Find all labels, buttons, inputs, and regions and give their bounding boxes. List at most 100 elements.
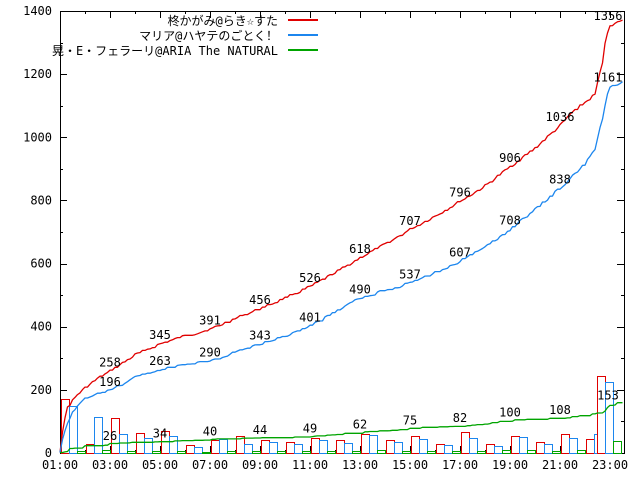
red-bar [186, 445, 195, 454]
green-bar [252, 451, 261, 454]
data-label: 26 [103, 429, 117, 443]
green-bar [427, 451, 436, 454]
green-bar [202, 452, 211, 454]
legend-row: 晃・E・フェラーリ@ARIA The NATURAL [0, 43, 318, 58]
green-bar [352, 451, 361, 454]
x-axis-label: 17:00 [442, 458, 478, 472]
x-axis-label: 07:00 [192, 458, 228, 472]
data-label: 456 [249, 293, 271, 307]
y-axis-label: 1200 [23, 67, 52, 81]
red-bar [311, 438, 320, 454]
green-bar [277, 451, 286, 454]
green-bar [227, 451, 236, 454]
data-label: 62 [353, 417, 367, 431]
data-label: 607 [449, 245, 471, 259]
green-bar [302, 451, 311, 454]
blue-bar [369, 435, 378, 454]
y-axis-label: 1000 [23, 130, 52, 144]
data-label: 49 [303, 422, 317, 436]
green-bar [527, 450, 536, 454]
data-label: 100 [499, 405, 521, 419]
x-axis-label: 03:00 [92, 458, 128, 472]
blue-bar [519, 437, 528, 454]
red-bar [211, 440, 220, 454]
red-bar [411, 436, 420, 454]
y-axis-label: 400 [30, 320, 52, 334]
legend-label: 晃・E・フェラーリ@ARIA The NATURAL [51, 43, 278, 58]
series-line [59, 19, 623, 453]
red-bar [536, 442, 545, 454]
data-label: 838 [549, 172, 571, 186]
blue-bar [194, 447, 203, 454]
red-bar [561, 434, 570, 454]
green-bar [577, 450, 586, 454]
blue-bar [544, 444, 553, 454]
data-label: 490 [349, 282, 371, 296]
legend-label: マリア@ハヤテのごとく！ [139, 28, 278, 43]
green-bar [402, 451, 411, 454]
data-label: 906 [499, 151, 521, 165]
blue-bar [605, 382, 614, 454]
green-bar [77, 451, 86, 454]
blue-bar [469, 438, 478, 454]
data-label: 258 [99, 356, 121, 370]
red-bar [436, 444, 445, 454]
legend-swatch [288, 49, 318, 51]
data-label: 44 [253, 423, 267, 437]
data-label: 1161 [594, 70, 623, 84]
green-bar [552, 451, 561, 454]
x-axis-label: 15:00 [392, 458, 428, 472]
legend-swatch [288, 19, 318, 21]
y-axis-label: 200 [30, 383, 52, 397]
red-bar [136, 433, 145, 454]
blue-bar [344, 443, 353, 454]
data-label: 34 [153, 426, 167, 440]
x-axis-label: 11:00 [292, 458, 328, 472]
x-axis-label: 01:00 [42, 458, 78, 472]
green-bar [102, 450, 111, 454]
data-label: 526 [299, 271, 321, 285]
data-label: 108 [549, 403, 571, 417]
data-label: 796 [449, 186, 471, 200]
data-label: 618 [349, 242, 371, 256]
blue-bar [444, 445, 453, 454]
data-label: 1356 [594, 9, 623, 23]
data-label: 290 [199, 345, 221, 359]
y-axis-label: 0 [45, 446, 52, 460]
data-label: 82 [453, 411, 467, 425]
green-bar [377, 450, 386, 454]
red-bar [386, 440, 395, 454]
red-bar [261, 440, 270, 454]
blue-bar [94, 417, 103, 454]
legend-label: 柊かがみ@らき☆すた [167, 13, 278, 28]
green-bar [613, 441, 622, 454]
data-label: 537 [399, 267, 421, 281]
blue-bar [219, 439, 228, 454]
data-label: 707 [399, 214, 421, 228]
blue-bar [244, 444, 253, 454]
green-bar [152, 451, 161, 454]
blue-bar [119, 434, 128, 454]
red-bar [511, 436, 520, 454]
red-bar [361, 434, 370, 454]
green-bar [177, 451, 186, 454]
red-bar [461, 432, 470, 454]
blue-bar [569, 438, 578, 454]
blue-bar [394, 442, 403, 454]
red-bar [486, 444, 495, 454]
green-bar [452, 451, 461, 454]
blue-bar [144, 438, 153, 454]
x-axis-label: 13:00 [342, 458, 378, 472]
data-label: 75 [403, 413, 417, 427]
data-label: 263 [149, 354, 171, 368]
data-label: 196 [99, 375, 121, 389]
green-bar [477, 451, 486, 454]
blue-bar [269, 442, 278, 454]
series-line [60, 402, 623, 454]
x-axis-label: 05:00 [142, 458, 178, 472]
red-bar [336, 440, 345, 454]
data-label: 391 [199, 314, 221, 328]
x-axis-label: 23:00 [592, 458, 628, 472]
